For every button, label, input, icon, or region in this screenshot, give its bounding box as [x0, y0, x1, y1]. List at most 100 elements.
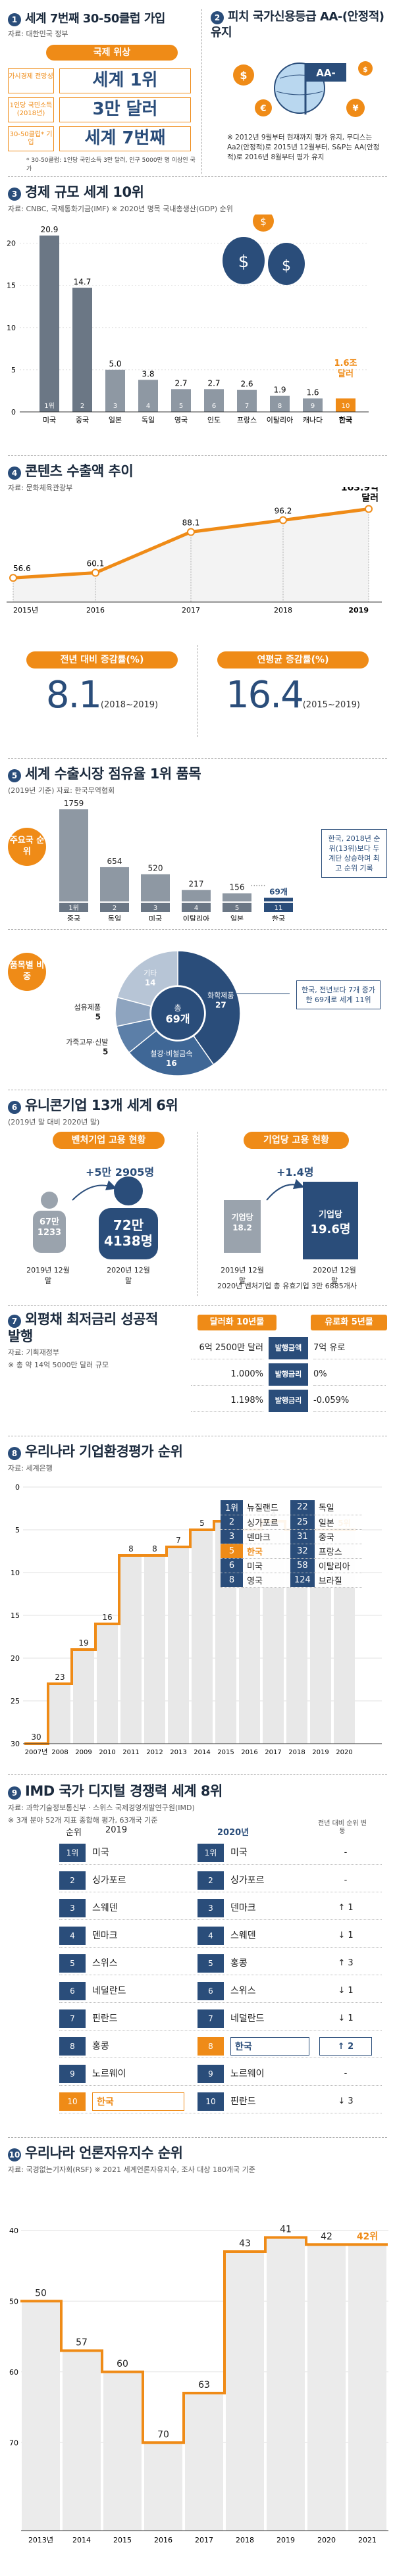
y-tick-label: 10 [7, 324, 16, 332]
category-label: 한국 [272, 915, 285, 921]
bar-value-label: 217 [189, 880, 204, 889]
rank-cell: 22 [290, 1500, 315, 1515]
bar [223, 893, 251, 901]
section-number: 10 [8, 2148, 21, 2161]
rank-change: - [344, 2069, 348, 2079]
point-label: 56.6 [13, 564, 31, 573]
rank-cell: 10 [59, 2092, 86, 2111]
x-tick-label: 2018 [288, 1749, 305, 1756]
rank-change: - [344, 1875, 348, 1885]
rank-cell: 3 [221, 1529, 243, 1544]
status-row: 1인당 국민소득 (2018년) 3만 달러 [8, 97, 199, 122]
bar-value-label: 1.6 [306, 388, 319, 397]
before-value: 18.2 [232, 1223, 252, 1232]
rank-change: ↓ 1 [338, 1931, 354, 1940]
point-label: 30 [31, 1732, 41, 1742]
x-tick-label: 2007년 [25, 1748, 48, 1756]
table-row: 7 핀란드 7 네덜란드 ↓ 1 [59, 2007, 382, 2031]
country-2020: 싱가포르 [230, 1875, 265, 1886]
bond-row-label: 발행금액 [269, 1337, 308, 1359]
section-foreign-bonds: 7 외평채 최저금리 성공적 발행 자료: 기획재정부 ※ 총 약 14억 500… [0, 1311, 395, 1436]
stat-period: (2015~2019) [302, 700, 360, 710]
section-title: 외평채 최저금리 성공적 발행 [8, 1311, 158, 1344]
rank-bar [120, 1555, 142, 1744]
section-source-2: ※ 총 약 14억 5000만 달러 규모 [8, 1361, 109, 1369]
rank-bar [144, 1555, 165, 1744]
rank-cell: 9 [59, 2065, 86, 2083]
x-tick-label: 2010 [99, 1749, 115, 1756]
status-row-value: 세계 1위 [59, 68, 191, 93]
country-2019: 핀란드 [92, 2013, 118, 2024]
bar-value-label: 1.9 [273, 386, 286, 395]
status-row: 가시경제 전망성 세계 1위 [8, 68, 199, 93]
section-number: 6 [8, 1100, 21, 1114]
before-date: 2019년 12월 말 [26, 1266, 70, 1285]
category-label: 인도 [207, 416, 221, 424]
rank-cell: 124 [290, 1573, 315, 1588]
rank-bar [168, 1547, 189, 1744]
status-row: 30-50클럽* 기입 세계 7번째 [8, 126, 199, 151]
rank-change: - [344, 1848, 348, 1857]
country-2020: 미국 [230, 1848, 248, 1858]
building-figures [224, 1178, 358, 1259]
country-2020: 핀란드 [230, 2096, 256, 2107]
category-label: 일본 [230, 914, 244, 921]
section-number: 9 [8, 1786, 21, 1800]
donut-callout: 한국, 전년보다 7개 증가한 69개로 세계 11위 [296, 980, 381, 1009]
section-source: 자료: 국경없는기자회(RSF) ※ 2021 세계언론자유지수, 조사 대상 … [8, 2165, 255, 2174]
svg-text:$: $ [282, 258, 291, 274]
bar [138, 380, 158, 412]
before-date: 2019년 12월 말 [221, 1266, 264, 1285]
section-title: 우리나라 언론자유지수 순위 [25, 2145, 183, 2161]
rank-bar [348, 2244, 386, 2531]
bar [40, 235, 59, 412]
bar-rank-label: 9 [311, 403, 315, 410]
table-row: 5 스위스 5 홍콩 ↑ 3 [59, 1952, 382, 1975]
point-label: 70 [157, 2429, 169, 2440]
bar [72, 288, 92, 412]
rank-cell: 1위 [59, 1844, 86, 1862]
rank-bar [267, 2237, 305, 2531]
donut-center-label: 총 [174, 1003, 181, 1013]
after-value: 72만 [113, 1217, 144, 1233]
rank-cell: 58 [290, 1558, 315, 1573]
rank-change: ↓ 1 [338, 2013, 354, 2023]
point-label: 23 [55, 1673, 65, 1682]
country-2019: 네덜란드 [92, 1986, 126, 1996]
slice-label: 가죽고무·신발 [66, 1038, 108, 1046]
bond-dollar-value: 6억 2500만 달러 [191, 1337, 263, 1359]
svg-text:¥: ¥ [352, 104, 358, 114]
section-title: 우리나라 기업환경평가 순위 [25, 1444, 183, 1459]
section-business-env: 8 우리나라 기업환경평가 순위 자료: 세계은행 0 5 10 15 20 25 30 30 2… [0, 1441, 395, 1770]
after-label: 기업당 [319, 1210, 342, 1220]
country-cell: 일본 [314, 1515, 362, 1530]
bar-value-label: 69개 [269, 888, 288, 897]
x-tick-label: 2016 [154, 2536, 172, 2544]
before-label: 67만 [39, 1217, 60, 1227]
rank-bar [185, 2393, 223, 2531]
slice-label: 철강·비철금속 [150, 1049, 192, 1058]
rank-chip [100, 903, 129, 912]
x-tick-label: 2019 [348, 606, 369, 615]
donut-center-value: 69개 [166, 1013, 190, 1025]
country-cell: 영국 [243, 1573, 290, 1588]
slice-value: 14 [145, 978, 156, 988]
x-tick-label: 2020 [317, 2536, 336, 2544]
x-tick-label: 2016 [86, 606, 105, 615]
rank-cell-2020: 6 [198, 1982, 224, 2000]
rank-bar [226, 2252, 264, 2531]
donut-slice [177, 950, 241, 1065]
bar-rank-label: 1위 [44, 401, 55, 410]
bond-euro-value: 7억 유로 [313, 1337, 386, 1359]
increase-label: +5만 2905명 [86, 1166, 155, 1178]
korea-value-unit: 달러 [338, 368, 354, 379]
after-date: 2020년 12월 말 [107, 1266, 150, 1285]
bar-value-label: 3.8 [142, 369, 154, 378]
rank-cell: 4 [59, 1927, 86, 1945]
rank-cell-2020: 3 [198, 1899, 224, 1917]
y-tick-label: 50 [9, 2297, 18, 2306]
rank-cell: 8 [59, 2037, 86, 2056]
y-tick-label: 20 [11, 1654, 20, 1663]
status-row-value: 세계 7번째 [59, 126, 191, 151]
